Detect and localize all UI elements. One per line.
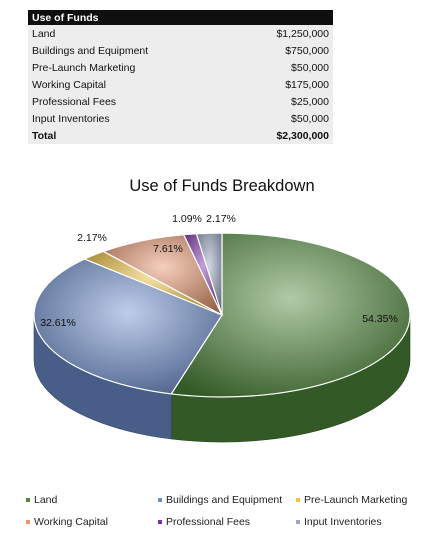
pie-slice-input-inventories	[195, 232, 223, 316]
row-item: Input Inventories	[28, 110, 233, 127]
row-item: Working Capital	[28, 76, 233, 93]
row-amount: $1,250,000	[233, 25, 333, 42]
legend-label-professional-fees: Professional Fees	[166, 516, 250, 528]
legend-label-buildings-equipment: Buildings and Equipment	[166, 494, 282, 506]
data-label-input-inventories: 2.17%	[206, 213, 236, 225]
table-row: Buildings and Equipment $750,000	[28, 42, 333, 59]
data-label-pre-launch-marketing: 2.17%	[77, 232, 107, 244]
pie-data-labels: 54.35% 32.61% 2.17% 7.61% 1.09% 2.17%	[40, 213, 398, 329]
table-row: Working Capital $175,000	[28, 76, 333, 93]
legend-swatch-professional-fees	[158, 520, 162, 524]
legend-swatch-land	[26, 498, 30, 502]
row-amount: $750,000	[233, 42, 333, 59]
data-label-buildings-equipment: 32.61%	[40, 317, 76, 329]
use-of-funds-table: Use of Funds Land $1,250,000 Buildings a…	[28, 10, 333, 144]
data-label-land: 54.35%	[362, 313, 398, 325]
chart-title: Use of Funds Breakdown	[129, 177, 314, 195]
data-label-professional-fees: 1.09%	[172, 213, 202, 225]
data-label-working-capital: 7.61%	[153, 243, 183, 255]
pie-slices	[33, 232, 411, 398]
legend-label-land: Land	[34, 494, 58, 506]
table-row: Land $1,250,000	[28, 25, 333, 42]
table-row: Pre-Launch Marketing $50,000	[28, 59, 333, 76]
table-row: Professional Fees $25,000	[28, 93, 333, 110]
pie-slice-land	[170, 232, 411, 398]
row-item: Buildings and Equipment	[28, 42, 233, 59]
legend-swatch-input-inventories	[296, 520, 300, 524]
row-amount: $50,000	[233, 110, 333, 127]
legend-label-pre-launch-marketing: Pre-Launch Marketing	[304, 494, 407, 506]
row-amount: $50,000	[233, 59, 333, 76]
pie-slice-buildings-equipment	[33, 258, 223, 395]
pie-chart-container: Use of Funds Breakdown 54.35% 32.61% 2.17%…	[0, 160, 431, 539]
row-item: Land	[28, 25, 233, 42]
row-amount: $175,000	[233, 76, 333, 93]
row-item: Professional Fees	[28, 93, 233, 110]
use-of-funds-table-container: Use of Funds Land $1,250,000 Buildings a…	[28, 10, 333, 144]
legend-label-input-inventories: Input Inventories	[304, 516, 382, 528]
legend-swatch-buildings-equipment	[158, 498, 162, 502]
pie-chart: Use of Funds Breakdown 54.35% 32.61% 2.17%…	[26, 177, 411, 528]
row-amount: $25,000	[233, 93, 333, 110]
total-label: Total	[28, 127, 233, 144]
legend-swatch-working-capital	[26, 520, 30, 524]
table-header-row: Use of Funds	[28, 10, 333, 25]
table-total-row: Total $2,300,000	[28, 127, 333, 144]
table-row: Input Inventories $50,000	[28, 110, 333, 127]
table-title: Use of Funds	[28, 10, 333, 25]
legend-swatch-pre-launch-marketing	[296, 498, 300, 502]
chart-legend: Land Buildings and Equipment Pre-Launch Ma…	[26, 494, 407, 528]
row-item: Pre-Launch Marketing	[28, 59, 233, 76]
total-amount: $2,300,000	[233, 127, 333, 144]
legend-label-working-capital: Working Capital	[34, 516, 108, 528]
